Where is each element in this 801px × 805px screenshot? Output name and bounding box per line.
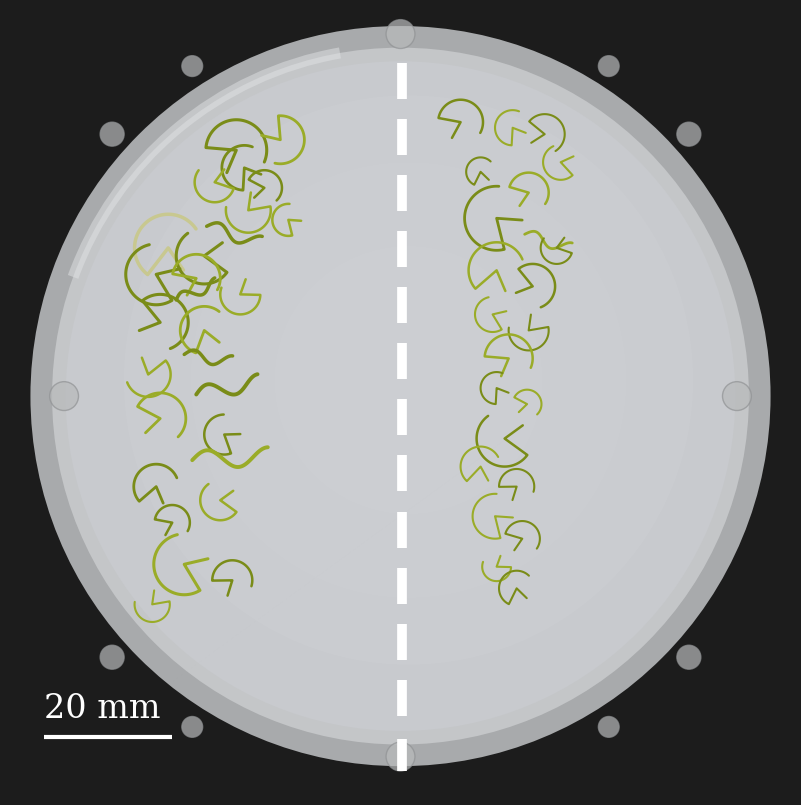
Circle shape [182,56,203,76]
Circle shape [182,716,203,737]
Circle shape [52,47,749,745]
Circle shape [723,382,751,411]
Circle shape [598,56,619,76]
Circle shape [677,645,701,669]
Circle shape [50,382,78,411]
Circle shape [124,96,693,665]
Circle shape [677,122,701,147]
Circle shape [275,246,542,514]
Circle shape [100,645,124,669]
Circle shape [66,61,735,731]
Circle shape [598,716,619,737]
Circle shape [30,26,771,766]
Circle shape [100,122,124,147]
Circle shape [191,163,626,597]
Circle shape [386,742,415,771]
Text: 20 mm: 20 mm [44,692,160,724]
Circle shape [386,19,415,48]
